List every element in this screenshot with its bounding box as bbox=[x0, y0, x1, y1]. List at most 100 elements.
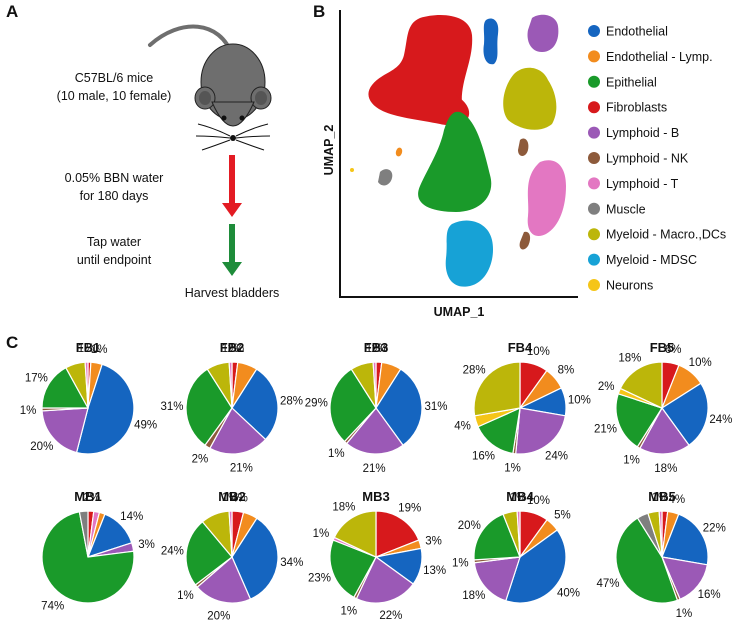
bbn-text-line1: 0.05% BBN water bbox=[65, 171, 164, 185]
pie-slice bbox=[41, 407, 89, 454]
pie-slice-label: 22% bbox=[379, 610, 402, 622]
pie-slice-label: 1% bbox=[78, 343, 95, 355]
pie-slice bbox=[661, 556, 709, 601]
cluster-endothelial-lymp bbox=[395, 147, 403, 157]
pie-slice-label: 2% bbox=[83, 492, 100, 504]
pie-slice-label: 2% bbox=[371, 343, 388, 355]
pie-slice-label: 1% bbox=[623, 455, 640, 467]
cluster-muscle bbox=[378, 169, 393, 186]
pie-slice-label: 4% bbox=[231, 493, 248, 505]
panel-b-label: B bbox=[313, 2, 325, 21]
pie-slice-label: 2% bbox=[227, 343, 244, 355]
legend-swatch bbox=[588, 50, 600, 63]
harvest-text: Harvest bladders bbox=[185, 286, 280, 300]
pie-slice-label: 24% bbox=[709, 414, 732, 426]
legend-swatch bbox=[588, 126, 600, 139]
legend-swatch bbox=[588, 228, 600, 241]
pie-slice bbox=[473, 513, 521, 561]
pie-slice bbox=[41, 511, 135, 604]
pie-slice-label: 18% bbox=[654, 463, 677, 475]
panel-b: B UMAP_1 UMAP_2 Endothelial Endothelial -… bbox=[313, 2, 726, 319]
pie-slice-label: 10% bbox=[689, 357, 712, 369]
pie-slice-label: 49% bbox=[134, 420, 157, 432]
pie-slice bbox=[228, 510, 233, 558]
pie-slice-label: 20% bbox=[30, 441, 53, 453]
pie-slice bbox=[329, 368, 377, 443]
pie-slice-label: 1% bbox=[676, 608, 693, 620]
pie-slice-label: 16% bbox=[472, 451, 495, 463]
mouse-text-line1: C57BL/6 mice bbox=[75, 71, 154, 85]
pie-slice bbox=[345, 407, 404, 455]
pie-slice-label: 1% bbox=[328, 448, 345, 460]
pie-slice bbox=[375, 368, 423, 447]
pie-slice-label: 13% bbox=[423, 565, 446, 577]
pie-slice bbox=[209, 407, 267, 455]
pie-slice-label: 18% bbox=[332, 501, 355, 513]
legend-label: Endothelial - Lymp. bbox=[606, 50, 713, 64]
pie-slice-label: 14% bbox=[120, 511, 143, 523]
pie-slice bbox=[78, 510, 89, 558]
pie-slice bbox=[375, 510, 420, 558]
bbn-text-line2: for 180 days bbox=[80, 189, 149, 203]
pie-slice-label: 20% bbox=[207, 611, 230, 623]
pie-slice-label: 1% bbox=[510, 492, 527, 504]
pie-slice-label: 1% bbox=[222, 343, 239, 355]
legend-swatch bbox=[588, 152, 600, 164]
legend-label: Myeloid - Macro.,DCs bbox=[606, 228, 726, 242]
pie-slice-label: 20% bbox=[458, 520, 481, 532]
pie-slice bbox=[661, 382, 709, 447]
panel-a: A C57BL/6 mice (10 male, 10 female) bbox=[6, 2, 279, 300]
umap-legend: Endothelial Endothelial - Lymp. Epithelial… bbox=[588, 25, 726, 293]
pie-title: MB1 bbox=[74, 489, 101, 504]
pie-slice bbox=[658, 510, 663, 558]
pie-slice bbox=[185, 520, 233, 586]
pie-slice-label: 24% bbox=[161, 545, 184, 557]
tap-text-line2: until endpoint bbox=[77, 253, 152, 267]
legend-swatch bbox=[588, 101, 600, 114]
cluster-lymphoid-b bbox=[527, 14, 559, 53]
cluster-lymphoid-t bbox=[527, 160, 566, 236]
pie-slice-label: 1% bbox=[652, 492, 669, 504]
legend-label: Myeloid - MDSC bbox=[606, 253, 697, 267]
pie-slice-label: 1% bbox=[20, 405, 37, 417]
pie-slice bbox=[505, 529, 567, 604]
pie-slice-label: 40% bbox=[557, 587, 580, 599]
umap-y-label: UMAP_2 bbox=[322, 125, 336, 176]
pie-title: FB4 bbox=[508, 340, 533, 355]
pie-slice-label: 1% bbox=[504, 463, 521, 475]
cluster-endothelial bbox=[483, 18, 499, 65]
pie-slice bbox=[75, 363, 135, 455]
cluster-fibroblasts bbox=[368, 15, 473, 126]
cluster-lymphoid-nk bbox=[518, 138, 529, 156]
pie-slice-label: 31% bbox=[160, 401, 183, 413]
pie-slice bbox=[196, 556, 252, 604]
pie-slice-label: 18% bbox=[462, 590, 485, 602]
pie-slice bbox=[333, 510, 377, 558]
pie-slice-label: 5% bbox=[554, 510, 571, 522]
umap-x-label: UMAP_1 bbox=[434, 305, 485, 319]
pie-title: MB3 bbox=[362, 489, 389, 504]
pie-slice-label: 29% bbox=[305, 397, 328, 409]
cluster-myeloid-mdsc bbox=[445, 220, 494, 287]
pie-slice-label: 4% bbox=[668, 494, 685, 506]
pie-slice bbox=[231, 368, 279, 441]
cluster-lymphoid-nk-2 bbox=[519, 231, 531, 250]
pie-slice-label: 2% bbox=[192, 454, 209, 466]
pie-slice-label: 21% bbox=[594, 423, 617, 435]
legend-swatch bbox=[588, 279, 600, 291]
pie-slice bbox=[615, 517, 679, 604]
pie-slice bbox=[516, 510, 521, 558]
pie-slice-label: 21% bbox=[363, 463, 386, 475]
pie-slice-label: 74% bbox=[41, 601, 64, 613]
pie-slice bbox=[473, 556, 521, 602]
legend-swatch bbox=[588, 202, 600, 215]
pie-slice-label: 18% bbox=[618, 352, 641, 364]
legend-swatch bbox=[588, 75, 600, 88]
